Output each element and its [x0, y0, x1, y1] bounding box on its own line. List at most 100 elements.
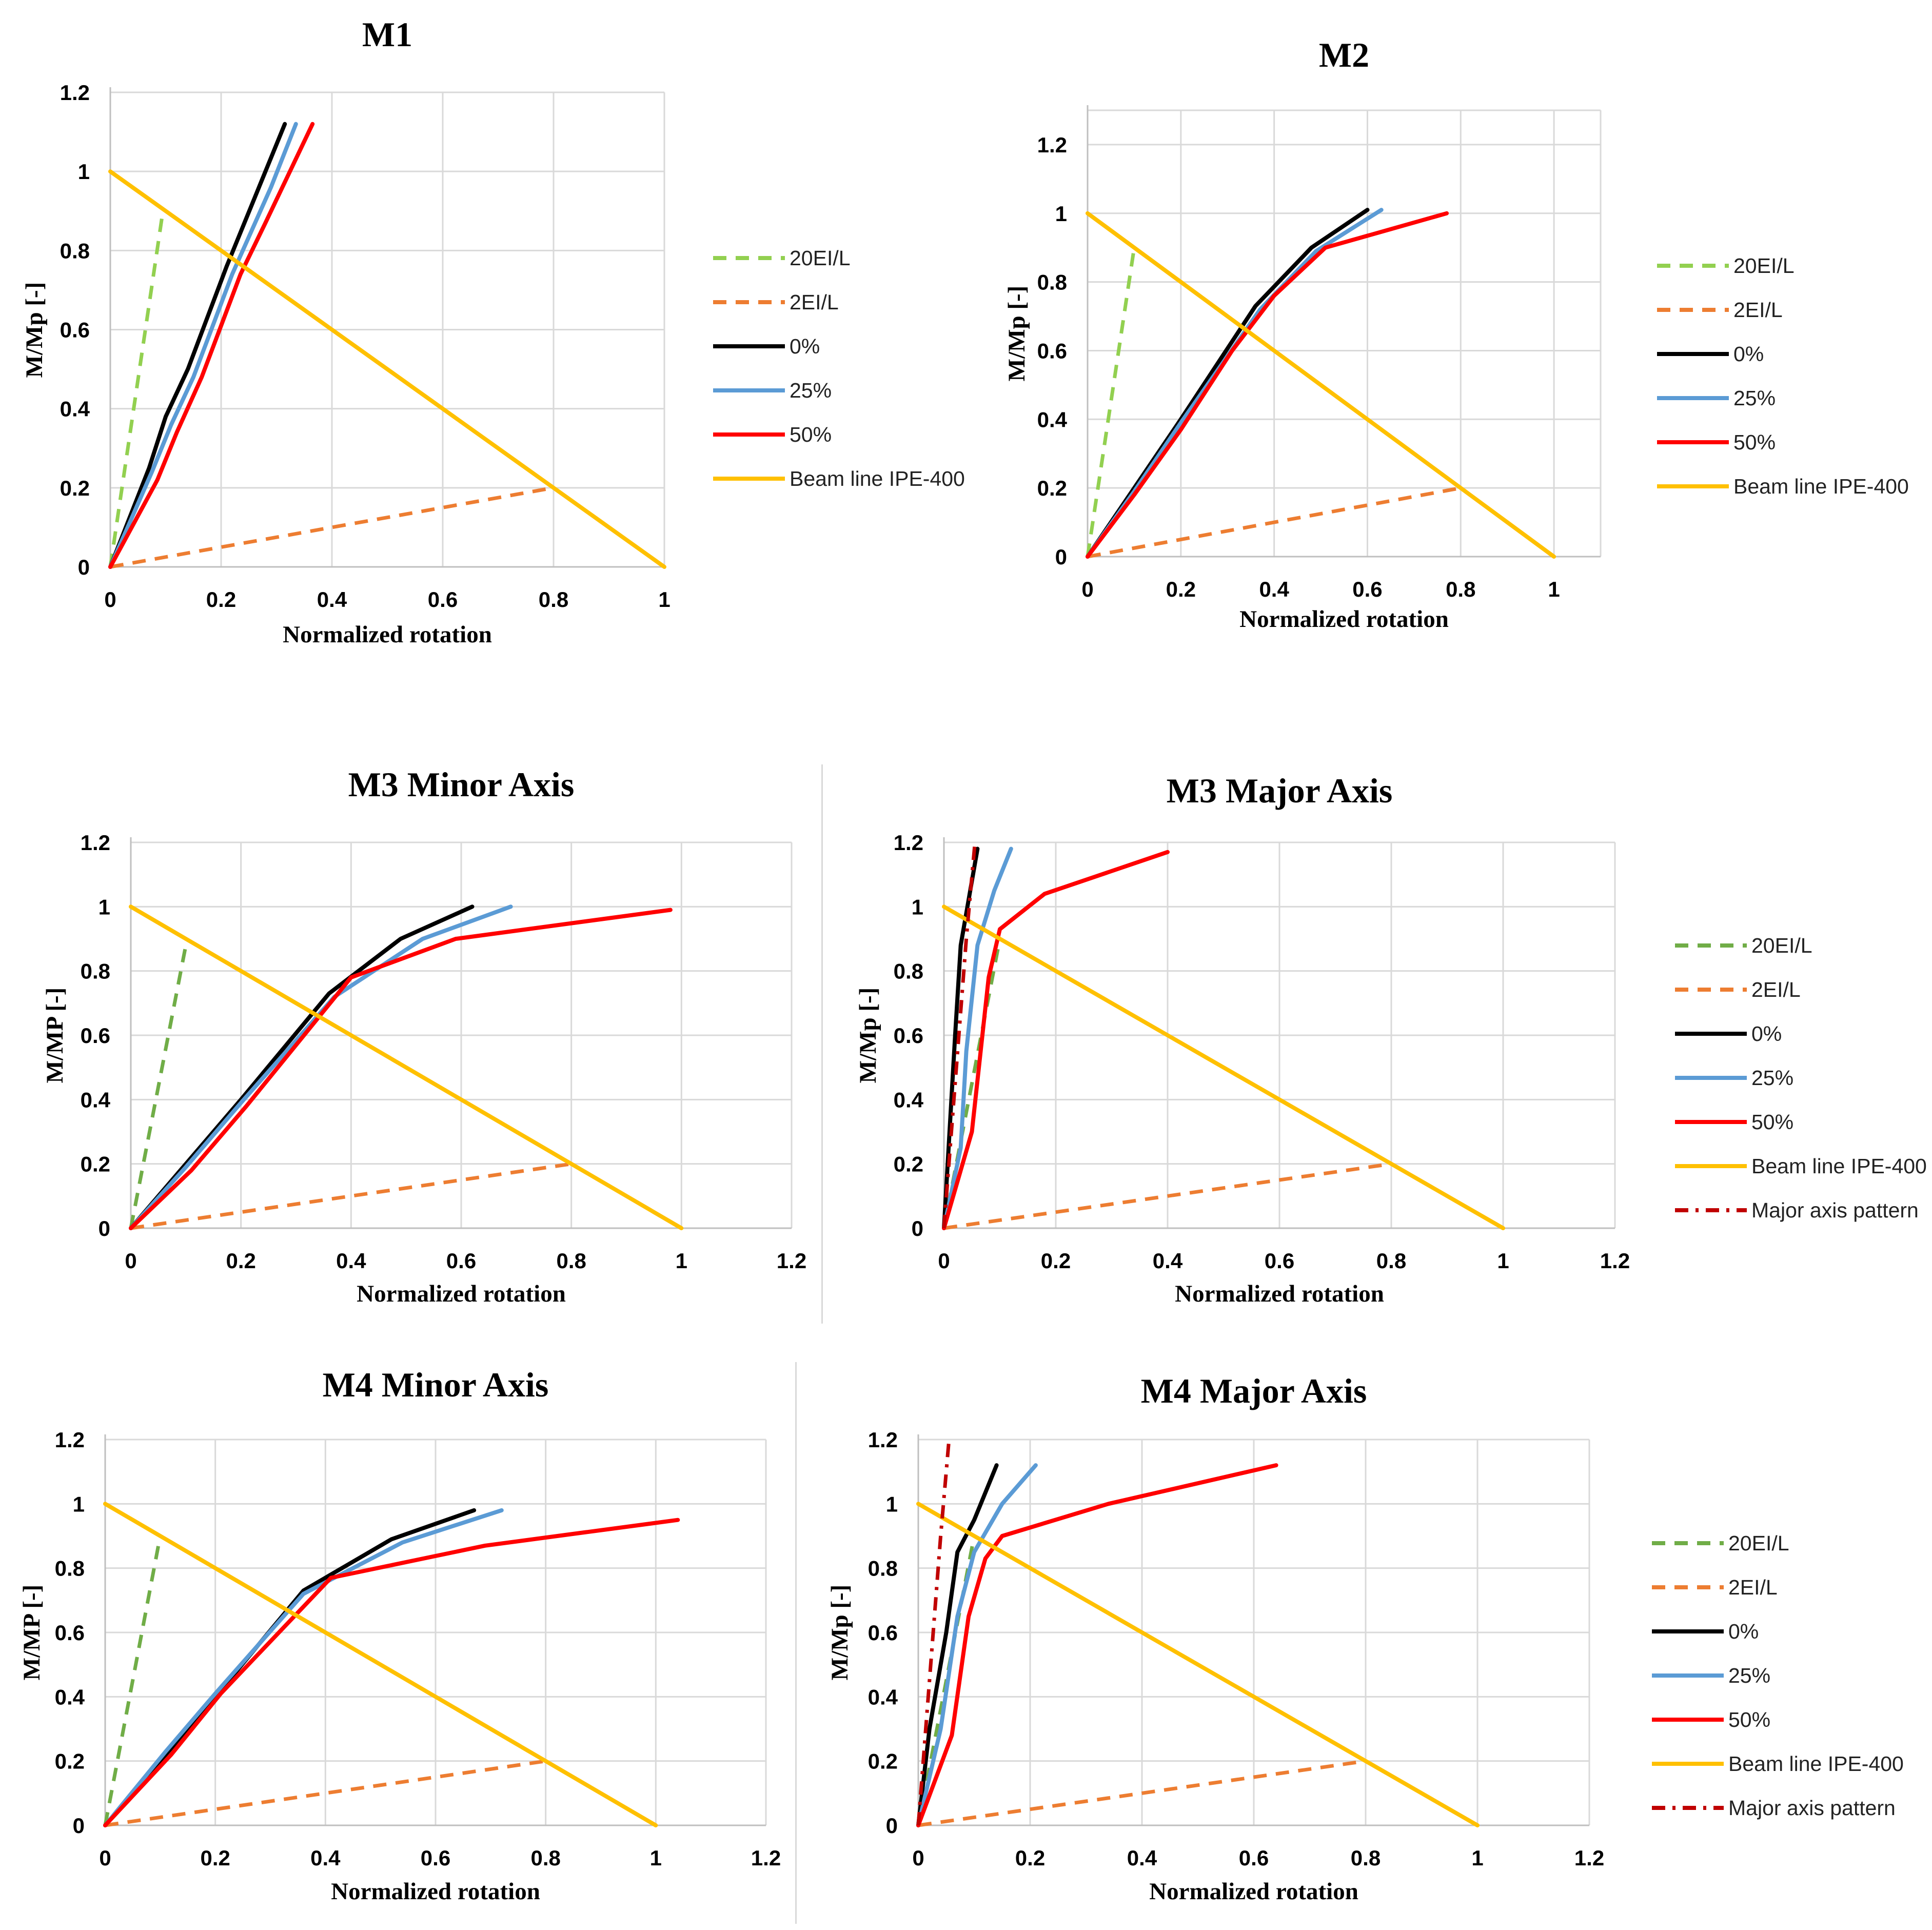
legend-label: 25%	[790, 378, 832, 402]
series-line-beam-line-ipe-400	[129, 904, 684, 1230]
y-tick-label: 1	[78, 160, 90, 184]
x-tick-label: 0.2	[1166, 577, 1196, 601]
y-tick-label: 1	[886, 1492, 898, 1516]
x-tick-label: 0.6	[1265, 1249, 1294, 1273]
x-axis-label: Normalized rotation	[1239, 606, 1449, 633]
y-tick-label: 0.4	[868, 1685, 898, 1709]
legend-label: Major axis pattern	[1728, 1796, 1896, 1820]
legend-label: 2EI/L	[1728, 1575, 1778, 1599]
y-tick-label: 1	[98, 895, 110, 919]
series-line-20ei-l	[103, 1535, 162, 1826]
legend-item: 50%	[1654, 420, 1909, 464]
legend-label: 20EI/L	[1733, 253, 1795, 278]
legend-item: 20EI/L	[1649, 1521, 1904, 1565]
legend-label: 0%	[1733, 342, 1764, 366]
divider-row2	[821, 764, 823, 1324]
x-tick-label: 1.2	[751, 1846, 781, 1870]
series-line-20ei-l	[129, 944, 188, 1229]
plot-area: 0 0.2 0.4 0.6 0.8 1 0 0.2 0.4 0.6 0.8 1 1.2	[1037, 105, 1602, 601]
legend-swatch	[713, 256, 785, 260]
legend: 20EI/L 2EI/L 0% 25% 50% Beam line IPE-400 Majo…	[1672, 923, 1927, 1232]
series-line-0	[916, 1463, 999, 1827]
x-tick-label: 0.2	[200, 1846, 230, 1870]
legend-label: Major axis pattern	[1751, 1198, 1919, 1222]
x-tick-label: 1	[1497, 1249, 1509, 1273]
x-axis-label: Normalized rotation	[331, 1878, 540, 1905]
y-axis-label: M/Mp [-]	[826, 1584, 853, 1681]
plot-area: 0 0.2 0.4 0.6 0.8 1 1.2 0 0.2 0.4 0.6 0.8 1 1.2	[55, 1428, 781, 1870]
legend-swatch	[1675, 1208, 1747, 1212]
series-line-2ei-l	[1087, 486, 1461, 559]
legend-label: 0%	[1751, 1021, 1782, 1046]
legend-item: Beam line IPE-400	[711, 457, 965, 501]
legend-swatch	[1652, 1585, 1724, 1589]
series-line-0	[1086, 208, 1370, 559]
legend: 20EI/L 2EI/L 0% 25% 50% Beam line IPE-400	[711, 236, 965, 501]
legend-item: 2EI/L	[1672, 968, 1927, 1012]
x-axis-label: Normalized rotation	[1175, 1281, 1384, 1307]
plot-area: 0 0.2 0.4 0.6 0.8 1 0 0.2 0.4 0.6 0.8 1 1.2	[60, 81, 671, 612]
chart-title: M3 Major Axis	[1166, 771, 1393, 810]
x-tick-label: 0.6	[1352, 577, 1382, 601]
chart-m3-major: M3 Major Axis 0 0.2 0.4 0.6 0.8 1 1.2 0 0.2 0.4 0.6…	[821, 744, 1932, 1334]
legend-swatch	[1675, 943, 1747, 948]
x-axis-label: Normalized rotation	[283, 621, 492, 648]
y-tick-label: 0	[912, 1216, 923, 1240]
legend-label: 20EI/L	[790, 246, 851, 270]
y-tick-label: 0.6	[60, 318, 90, 342]
legend-swatch	[1675, 1164, 1747, 1168]
legend-label: 25%	[1728, 1663, 1771, 1687]
series-line-2ei-l	[130, 1162, 572, 1230]
x-tick-label: 1.2	[1574, 1846, 1604, 1870]
x-tick-label: 0.6	[428, 587, 458, 612]
y-tick-label: 0.6	[1037, 339, 1067, 363]
y-axis-label: M/MP [-]	[42, 987, 68, 1084]
chart-m2: M2 0 0.2 0.4 0.6 0.8 1 0 0.2 0.4 0.6 0.8 1 1.2 Normali…	[975, 0, 1932, 667]
y-tick-label: 1.2	[55, 1428, 85, 1452]
series-line-25	[942, 846, 1013, 1230]
y-tick-label: 0.6	[894, 1023, 923, 1048]
series-line-major-axis-pattern	[916, 1439, 951, 1826]
y-tick-label: 0.4	[60, 397, 90, 421]
legend-label: 2EI/L	[1751, 977, 1801, 1001]
y-tick-label: 0.8	[81, 959, 110, 983]
legend-item: 0%	[1654, 332, 1909, 376]
legend-swatch	[1652, 1629, 1724, 1633]
y-axis-label: M/Mp [-]	[855, 987, 881, 1084]
x-tick-label: 0.4	[1259, 577, 1289, 601]
legend-label: Beam line IPE-400	[1751, 1154, 1927, 1178]
y-tick-label: 0	[98, 1216, 110, 1240]
plot-area: 0 0.2 0.4 0.6 0.8 1 1.2 0 0.2 0.4 0.6 0.8 1 1.2	[868, 1428, 1605, 1870]
x-tick-label: 1.2	[777, 1249, 806, 1273]
legend-item: 20EI/L	[1654, 244, 1909, 288]
y-tick-label: 0.2	[81, 1152, 110, 1176]
y-tick-label: 1.2	[60, 81, 90, 105]
series-line-25	[916, 1463, 1038, 1827]
x-axis-label: Normalized rotation	[1149, 1878, 1358, 1905]
plot-area: 0 0.2 0.4 0.6 0.8 1 1.2 0 0.2 0.4 0.6 0.8 1 1.2	[894, 831, 1630, 1273]
series-line-25	[103, 1508, 504, 1827]
legend-swatch	[1657, 484, 1729, 488]
x-tick-label: 1	[1548, 577, 1560, 601]
series-line-2ei-l	[110, 486, 554, 569]
y-tick-label: 0.4	[55, 1685, 85, 1709]
legend-item: 20EI/L	[711, 236, 965, 280]
legend-swatch	[1652, 1718, 1724, 1722]
chart-title: M4 Major Axis	[1140, 1371, 1367, 1410]
y-tick-label: 0.2	[868, 1749, 898, 1774]
legend-label: 50%	[1728, 1707, 1771, 1731]
legend-swatch	[713, 388, 785, 392]
x-tick-label: 0.4	[336, 1249, 366, 1273]
legend-label: 25%	[1751, 1066, 1794, 1090]
x-tick-label: 0.4	[1127, 1846, 1157, 1870]
legend-item: 2EI/L	[1649, 1565, 1904, 1609]
x-tick-label: 0.2	[1041, 1249, 1071, 1273]
y-tick-label: 0	[73, 1814, 85, 1838]
legend-item: 25%	[711, 368, 965, 412]
chart-title: M4 Minor Axis	[322, 1365, 549, 1404]
x-tick-label: 0.8	[1446, 577, 1475, 601]
legend-item: 50%	[1672, 1100, 1927, 1144]
legend-label: Beam line IPE-400	[1733, 474, 1909, 498]
legend-item: 0%	[1672, 1012, 1927, 1056]
legend: 20EI/L 2EI/L 0% 25% 50% Beam line IPE-400	[1654, 244, 1909, 508]
